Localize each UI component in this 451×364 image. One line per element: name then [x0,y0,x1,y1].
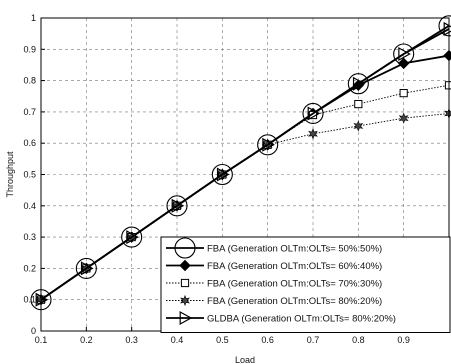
circle-marker [302,102,324,125]
y-tick-label: 0.1 [23,295,36,305]
star-marker [308,128,318,140]
circle-marker [211,163,233,186]
legend-label: FBA (Generation OLTm:OLTs= 50%:50%) [207,244,382,255]
y-tick-label: 0.4 [23,201,36,211]
y-tick-label: 0.7 [23,107,36,117]
y-tick-label: 1 [31,13,36,23]
y-tick-label: 0.8 [23,76,36,86]
triangle-right-marker [307,106,321,121]
legend-triangle-right-marker [179,310,193,326]
triangle-right-marker [216,167,230,182]
y-tick-label: 0 [31,326,36,336]
square-marker [399,89,408,98]
series-layer [30,15,451,311]
x-tick-label: 0.6 [261,335,274,345]
series-5 [35,21,451,307]
circle-marker [347,73,369,95]
y-tick-label: 0.3 [23,232,36,242]
diamond-marker [397,57,410,70]
square-marker [444,81,451,90]
triangle-right-marker [398,46,411,62]
x-tick-label: 0.8 [352,335,365,345]
legend-star-marker [180,294,190,307]
x-tick-label: 0.7 [307,335,320,345]
triangle-right-marker [352,76,366,91]
star-marker [398,112,409,124]
legend: FBA (Generation OLTm:OLTs= 50%:50%) FBA (… [160,236,451,333]
triangle-right-marker [80,261,94,276]
x-tick-label: 0.3 [125,335,138,345]
y-tick-label: 0.5 [23,170,36,180]
x-tick-label: 0.2 [80,335,93,345]
x-axis-label: Load [235,355,255,364]
triangle-right-marker [171,198,185,213]
circle-marker [257,134,279,156]
series-line [40,28,450,301]
y-tick-label: 0.9 [23,44,36,54]
legend-label: GLDBA (Generation OLTm:OLTs= 80%:20%) [207,314,396,325]
star-marker [353,120,364,132]
x-tick-label: 0.9 [397,335,410,345]
legend-label: FBA (Generation OLTm:OLTs= 80%:20%) [207,296,382,307]
triangle-right-marker [126,230,139,245]
y-axis-label: Throughput [5,151,15,198]
triangle-right-marker [443,21,451,36]
star-marker [444,107,451,120]
triangle-right-marker [35,292,49,307]
legend-label: FBA (Generation OLTm:OLTs= 60%:40%) [207,261,382,272]
y-tick-label: 0.2 [23,263,36,273]
y-tick-label: 0.6 [23,138,36,148]
triangle-right-marker [262,137,275,152]
legend-box [160,236,451,333]
circle-marker [166,195,188,217]
legend-circle-marker [174,237,196,259]
diamond-marker [443,49,451,62]
legend-square-marker [180,278,190,288]
circle-marker [121,226,143,248]
x-tick-label: 0.4 [171,335,184,345]
circle-marker [75,257,97,279]
x-tick-label: 0.1 [35,335,48,345]
square-marker [354,99,363,109]
legend-label: FBA (Generation OLTm:OLTs= 70%:30%) [207,279,382,290]
legend-diamond-marker [179,259,191,272]
x-tick-label: 0.5 [216,335,229,345]
